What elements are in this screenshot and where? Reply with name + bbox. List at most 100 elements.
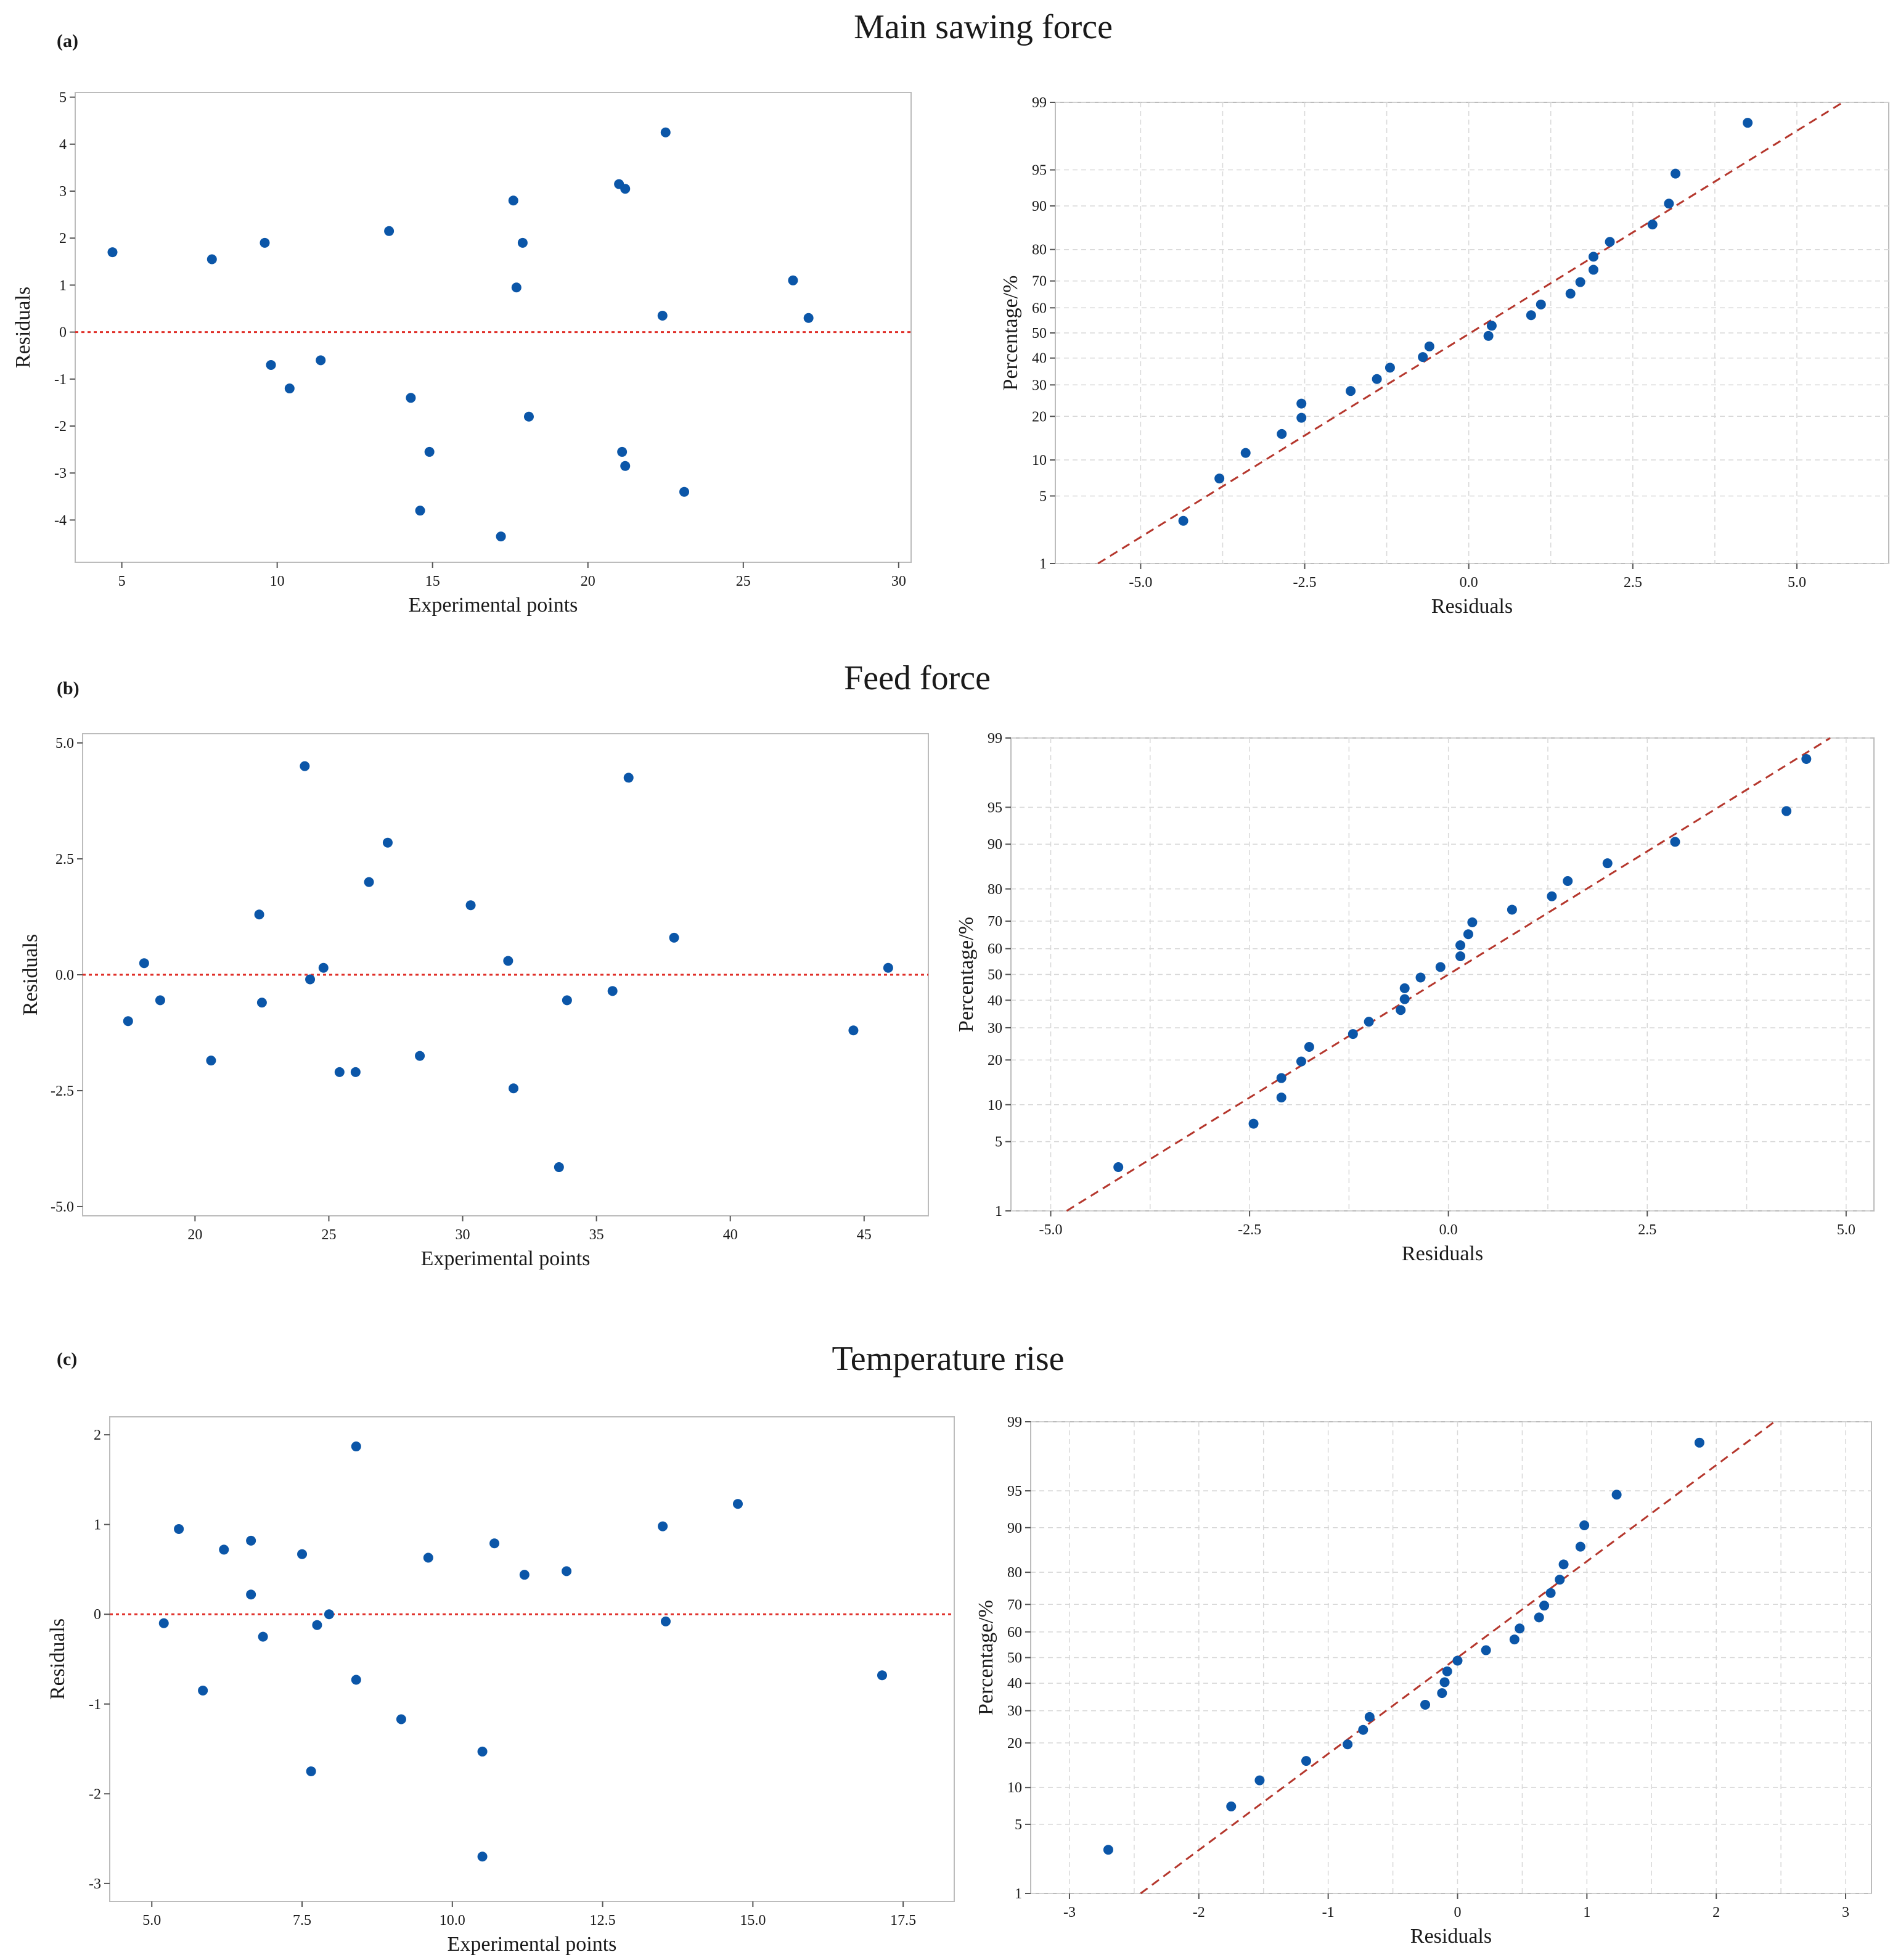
data-point <box>1435 962 1446 972</box>
data-point <box>1346 386 1356 396</box>
y-tick-label: -2 <box>54 419 67 435</box>
data-point <box>306 1766 316 1776</box>
y-axis-title: Residuals <box>12 287 35 368</box>
x-tick-label: 25 <box>736 573 751 589</box>
data-point <box>732 1499 743 1509</box>
y-tick-label: -4 <box>54 512 67 528</box>
y-tick-label: 10 <box>1032 453 1047 469</box>
data-point <box>415 506 425 516</box>
data-point <box>324 1609 334 1620</box>
data-point <box>465 900 476 911</box>
y-tick-label: 70 <box>1007 1597 1022 1613</box>
data-point <box>1579 1520 1590 1530</box>
data-point <box>1670 837 1680 847</box>
data-point <box>415 1051 425 1061</box>
data-point <box>1301 1756 1311 1766</box>
data-point <box>523 411 534 422</box>
y-tick-label: 1 <box>1015 1886 1022 1902</box>
data-point <box>1385 363 1395 373</box>
data-point <box>1647 219 1658 230</box>
y-tick-label: 40 <box>988 993 1002 1009</box>
data-point <box>1455 951 1466 962</box>
y-axis-title: Residuals <box>19 934 42 1015</box>
x-tick-label: 5.0 <box>1837 1222 1855 1238</box>
x-tick-label: 1 <box>1583 1905 1590 1921</box>
data-point <box>1694 1437 1704 1448</box>
data-point <box>123 1016 133 1027</box>
y-tick-label: -3 <box>54 465 67 482</box>
y-tick-label: 20 <box>1032 409 1047 425</box>
data-point <box>1664 199 1674 209</box>
data-point <box>219 1544 229 1555</box>
y-tick-label: 30 <box>1007 1704 1022 1720</box>
data-point <box>334 1067 345 1077</box>
y-tick-label: 5 <box>1015 1817 1022 1833</box>
x-tick-label: 0 <box>1454 1905 1461 1921</box>
data-point <box>1296 1056 1306 1067</box>
y-tick-label: 10 <box>1007 1780 1022 1796</box>
data-point <box>1558 1559 1569 1570</box>
data-point <box>509 1083 519 1094</box>
y-tick-label: 2.5 <box>55 851 74 867</box>
data-point <box>1415 972 1426 983</box>
data-point <box>1364 1712 1375 1722</box>
data-point <box>256 998 267 1008</box>
data-point <box>1602 858 1613 869</box>
data-point <box>364 877 374 887</box>
data-point <box>477 1851 488 1862</box>
data-point <box>489 1538 500 1549</box>
plot-a-normal-probability: -5.0 -2.5 0.0 2.5 5.0 1 5 10 20 30 40 50 60 70 80 90 95 9… <box>999 95 1889 618</box>
x-tick-label: 2 <box>1712 1905 1720 1921</box>
data-point <box>312 1620 322 1630</box>
x-tick-label: 45 <box>857 1227 872 1243</box>
data-point <box>877 1670 887 1681</box>
data-point <box>669 932 679 943</box>
y-axis-title: Percentage/% <box>975 1600 997 1715</box>
data-point <box>1304 1041 1314 1052</box>
data-point <box>1588 264 1598 275</box>
y-tick-label: 2 <box>94 1427 101 1443</box>
data-point <box>562 1566 572 1577</box>
data-point <box>297 1549 308 1559</box>
plot-b-residuals-vs-points: 20 25 30 35 40 45 -5.0 -2.5 0.0 2.5 5.0 Experimenta… <box>19 733 929 1270</box>
x-tick-label: 35 <box>589 1227 604 1243</box>
data-point <box>396 1714 406 1724</box>
data-point <box>496 531 506 542</box>
data-point <box>158 1618 169 1628</box>
data-point <box>1424 341 1434 351</box>
data-point <box>660 1616 671 1626</box>
y-tick-label: 20 <box>988 1052 1002 1068</box>
data-point <box>1420 1699 1431 1710</box>
y-tick-label: 80 <box>1007 1565 1022 1581</box>
data-point <box>258 1631 268 1642</box>
x-tick-label: 5 <box>118 573 126 589</box>
data-point <box>1481 1645 1491 1655</box>
data-point <box>1103 1845 1113 1855</box>
data-point <box>1539 1601 1550 1611</box>
y-axis-title: Percentage/% <box>999 276 1022 391</box>
y-tick-label: 60 <box>1007 1625 1022 1641</box>
y-tick-label: 40 <box>1007 1676 1022 1692</box>
data-point <box>1526 310 1536 321</box>
data-point <box>511 282 522 293</box>
data-point <box>1178 515 1188 526</box>
data-point <box>1296 412 1307 423</box>
data-point <box>1226 1801 1237 1811</box>
data-point <box>318 962 329 973</box>
plot-c-normal-probability: -3 -2 -1 0 1 2 3 1 5 10 20 30 40 50 60 70 80 90 95 99 Residu… <box>975 1414 1872 1948</box>
data-point <box>424 446 435 457</box>
data-point <box>1563 875 1573 886</box>
data-point <box>623 773 634 783</box>
data-point <box>384 226 395 236</box>
plot-frame <box>109 1416 955 1902</box>
y-tick-label: 0.0 <box>55 967 74 983</box>
x-tick-label: -5.0 <box>1129 575 1152 591</box>
data-point <box>1536 299 1546 310</box>
data-point <box>1439 1677 1450 1687</box>
data-point <box>1507 904 1517 915</box>
x-axis-title: Experimental points <box>421 1247 591 1270</box>
data-point <box>316 355 326 366</box>
y-tick-label: 99 <box>1007 1414 1022 1430</box>
y-tick-label: 30 <box>1032 377 1047 393</box>
